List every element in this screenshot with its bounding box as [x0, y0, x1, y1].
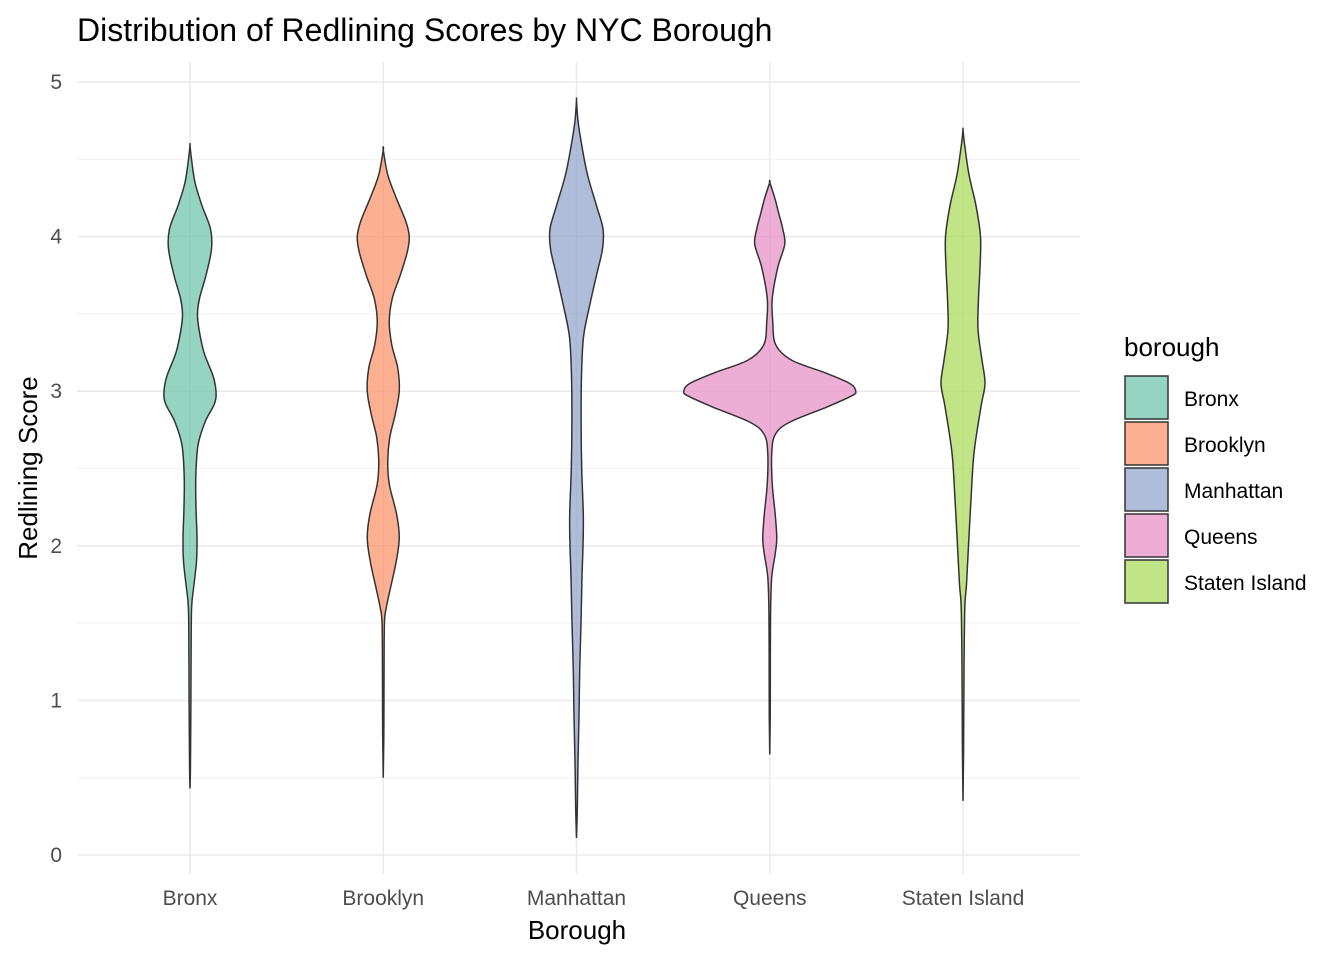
- legend-item: Staten Island: [1124, 559, 1307, 604]
- legend-item: Brooklyn: [1124, 421, 1266, 466]
- violin-bronx: [163, 142, 217, 789]
- legend: borough Bronx Brooklyn Manhattan Queens Stat…: [1124, 332, 1307, 604]
- y-axis-title: Redlining Score: [13, 376, 43, 560]
- x-axis-title: Borough: [528, 915, 626, 945]
- violin-brooklyn: [356, 146, 411, 778]
- x-tick-label: Bronx: [163, 887, 218, 910]
- violin-manhattan: [548, 97, 605, 839]
- violins: [163, 97, 986, 839]
- y-tick-label: 0: [50, 844, 62, 867]
- x-tick-label: Queens: [733, 887, 807, 910]
- x-tick-label: Staten Island: [902, 887, 1025, 910]
- chart-title: Distribution of Redlining Scores by NYC …: [77, 12, 772, 48]
- legend-key: [1124, 375, 1169, 420]
- y-tick-label: 2: [50, 535, 62, 558]
- y-tick-label: 1: [50, 689, 62, 712]
- x-tick-label: Brooklyn: [342, 887, 424, 910]
- legend-item: Manhattan: [1124, 467, 1283, 512]
- violin-queens: [682, 179, 857, 755]
- violin-staten-island: [940, 127, 986, 801]
- y-tick-label: 4: [50, 226, 62, 249]
- legend-label: Staten Island: [1184, 572, 1307, 595]
- legend-label: Manhattan: [1184, 480, 1283, 503]
- y-tick-label: 5: [50, 71, 62, 94]
- y-tick-label: 3: [50, 380, 62, 403]
- legend-key: [1124, 421, 1169, 466]
- legend-item: Bronx: [1124, 375, 1239, 420]
- legend-label: Brooklyn: [1184, 434, 1266, 457]
- legend-title: borough: [1124, 332, 1219, 362]
- legend-key: [1124, 513, 1169, 558]
- y-axis-ticks: 0 1 2 3 4 5: [50, 71, 62, 867]
- legend-item: Queens: [1124, 513, 1258, 558]
- legend-label: Queens: [1184, 526, 1258, 549]
- legend-key: [1124, 467, 1169, 512]
- legend-label: Bronx: [1184, 388, 1239, 411]
- legend-key: [1124, 559, 1169, 604]
- x-axis-ticks: Bronx Brooklyn Manhattan Queens Staten Islan…: [163, 887, 1025, 910]
- x-tick-label: Manhattan: [527, 887, 626, 910]
